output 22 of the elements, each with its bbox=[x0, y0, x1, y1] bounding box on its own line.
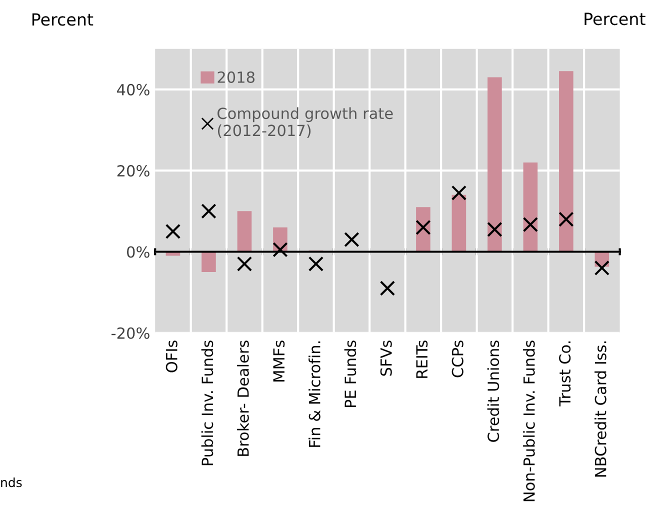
y-tick-label: 20% bbox=[117, 165, 150, 177]
x-tick-label: OFIs bbox=[166, 340, 178, 372]
y-tick-label: 0% bbox=[127, 246, 150, 258]
x-tick-label: Trust Co. bbox=[559, 341, 571, 406]
x-tick-label: Non-Public Inv. Funds bbox=[523, 340, 535, 502]
y-axis-title: Percent bbox=[32, 13, 94, 26]
x-tick-label: REITs bbox=[416, 340, 428, 378]
x-tick-label: MMFs bbox=[273, 340, 285, 382]
legend-label: 2018 bbox=[218, 71, 254, 83]
x-tick-label: SFVs bbox=[380, 340, 392, 376]
x-tick-label: Credit Unions bbox=[487, 340, 500, 442]
text: Percent bbox=[584, 12, 646, 26]
text: nds bbox=[1, 478, 22, 488]
x-tick-label: NBCredit Card Iss. bbox=[594, 341, 606, 477]
x-tick-label: Broker- Dealers bbox=[237, 340, 249, 456]
legend-label: Compound growth rate (2012-2017) bbox=[218, 107, 393, 138]
x-tick-label: CCPs bbox=[452, 340, 464, 378]
y-tick-label: -20% bbox=[112, 327, 150, 339]
y-tick-label: 40% bbox=[117, 84, 150, 96]
x-tick-label: Fin & Microfin. bbox=[308, 341, 320, 447]
x-tick-label: Public Inv. Funds bbox=[201, 340, 214, 466]
x-tick-label: PE Funds bbox=[344, 340, 356, 408]
